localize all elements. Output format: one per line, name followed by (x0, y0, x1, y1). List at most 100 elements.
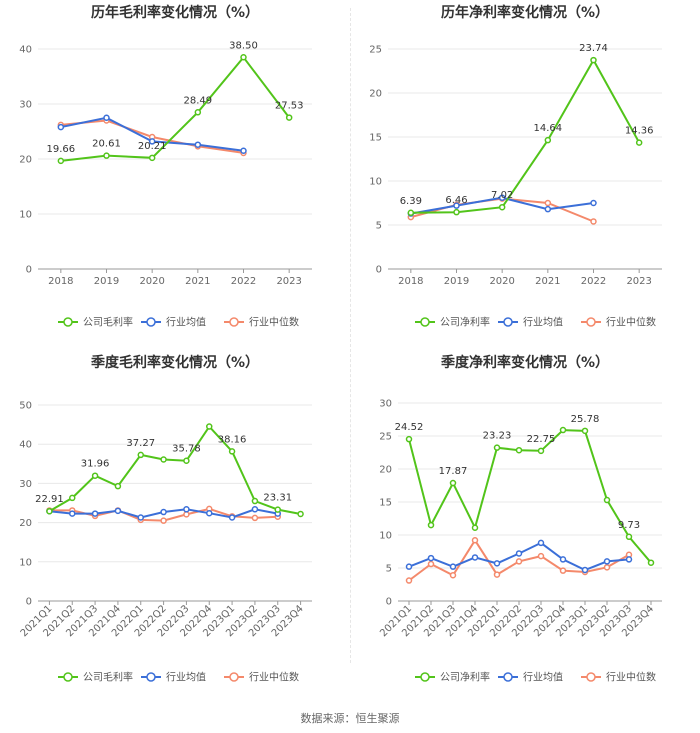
data-label: 38.50 (229, 40, 258, 51)
data-point (57, 157, 65, 165)
legend-label: 行业均值 (523, 316, 563, 329)
data-point (603, 496, 611, 504)
data-point (559, 567, 567, 574)
data-point (590, 56, 597, 64)
data-point (91, 510, 99, 517)
data-point (251, 497, 259, 505)
data-point (183, 511, 190, 518)
data-point (46, 507, 53, 515)
data-point (635, 139, 643, 146)
data-point (559, 426, 567, 434)
data-point (137, 514, 144, 521)
data-point (493, 571, 501, 578)
chart-quarterly-net-margin: 季度净利率变化情况（%） 0 5 10 15 20 25 30 2021Q1 2021Q2 2021… (350, 350, 700, 700)
data-point (407, 209, 415, 217)
data-label: 23.31 (263, 493, 292, 504)
data-point (544, 205, 552, 213)
x-tick-label: 2020 (139, 276, 164, 287)
data-point (515, 558, 523, 565)
chart-svg: 历年毛利率变化情况（%） 0 10 20 30 40 2018 2019 2020 2021 202… (19, 4, 312, 329)
data-label: 31.96 (81, 459, 110, 470)
y-tick-label: 30 (379, 399, 392, 410)
data-point (183, 506, 190, 513)
chart-svg: 历年净利率变化情况（%） 0 5 10 15 20 25 2018 2019 2020 2021 20… (369, 4, 662, 329)
panel-divider (350, 8, 351, 663)
data-point (69, 510, 76, 517)
legend-label: 公司毛利率 (83, 671, 133, 684)
y-tick-label: 10 (19, 557, 32, 568)
legend-label: 行业中位数 (249, 316, 299, 329)
series-line-company (60, 55, 290, 162)
legend-marker (146, 672, 156, 682)
legend-marker (63, 317, 73, 327)
data-point (471, 554, 479, 561)
data-point (103, 152, 110, 159)
legend-label: 公司净利率 (440, 316, 490, 329)
data-label: 23.23 (483, 431, 512, 442)
y-tick-label: 20 (369, 89, 382, 100)
data-point (194, 141, 202, 148)
data-point (183, 457, 190, 464)
data-point (228, 448, 236, 455)
data-label: 37.27 (126, 438, 155, 449)
data-point (544, 199, 552, 207)
legend-marker (63, 672, 73, 682)
data-point (160, 456, 167, 463)
data-point (449, 572, 457, 579)
data-label: 20.61 (92, 139, 121, 150)
data-point (498, 203, 506, 211)
data-point (603, 564, 611, 571)
data-point (206, 423, 213, 430)
y-tick-label: 15 (369, 133, 382, 144)
data-point (160, 517, 167, 524)
data-point (453, 208, 460, 216)
data-label: 9.73 (618, 520, 640, 531)
y-tick-label: 0 (26, 597, 32, 608)
legend-marker (586, 672, 596, 682)
data-label: 6.46 (445, 195, 467, 206)
chart-quarterly-gross-margin: 季度毛利率变化情况（%） 0 10 20 30 40 50 2021Q1 2021Q2 2021Q… (0, 350, 350, 700)
data-point (559, 556, 567, 563)
legend-label: 公司净利率 (440, 671, 490, 684)
data-point (498, 194, 506, 201)
data-point (405, 435, 413, 443)
data-point (228, 514, 236, 521)
data-label: 25.78 (571, 414, 600, 425)
legend-label: 行业中位数 (606, 671, 656, 684)
y-tick-label: 30 (19, 100, 32, 111)
data-point (160, 508, 167, 516)
data-point (471, 524, 479, 531)
y-tick-label: 0 (26, 265, 32, 276)
data-label: 17.87 (439, 466, 468, 477)
y-tick-label: 10 (379, 531, 392, 542)
x-tick-label: 2022 (231, 276, 256, 287)
chart-svg: 季度净利率变化情况（%）0510152025302021Q12021Q22021… (378, 354, 662, 684)
legend-label: 行业均值 (523, 671, 563, 684)
data-point (647, 559, 655, 566)
x-tick-label: 2020 (489, 276, 514, 287)
data-point (515, 446, 523, 454)
data-label: 38.16 (218, 434, 247, 445)
chart-svg: 季度毛利率变化情况（%）010203040502021Q12021Q22021Q… (19, 354, 312, 684)
data-label: 14.36 (625, 126, 654, 137)
data-point (251, 514, 259, 522)
legend-marker (503, 317, 513, 327)
y-tick-label: 10 (369, 177, 382, 188)
data-point (515, 550, 523, 557)
y-tick-label: 25 (379, 432, 392, 443)
y-tick-label: 10 (19, 210, 32, 221)
data-point (427, 554, 435, 562)
data-point (240, 147, 247, 154)
data-point (405, 577, 413, 584)
chart-title: 季度净利率变化情况（%） (440, 354, 609, 371)
data-point (581, 427, 589, 435)
y-tick-label: 25 (369, 45, 382, 56)
data-point (537, 552, 545, 560)
series-line-company (408, 429, 652, 564)
data-label: 22.75 (527, 434, 556, 445)
data-point (137, 451, 144, 459)
data-point (240, 54, 247, 61)
data-label: 23.74 (579, 43, 608, 54)
data-label: 20.21 (138, 141, 167, 152)
data-point (114, 482, 122, 490)
